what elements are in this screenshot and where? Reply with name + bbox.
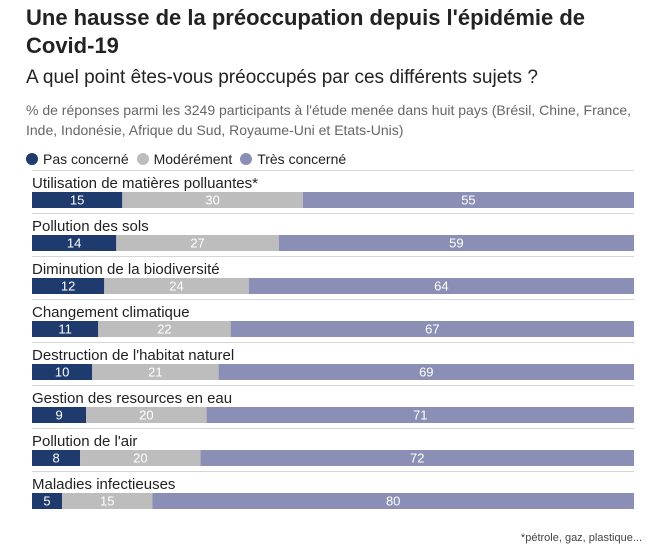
bar-segment-row-6-series-3 (206, 407, 634, 423)
data-label: 8 (52, 451, 59, 466)
data-label: 15 (70, 193, 84, 208)
bar-segment-row-7-series-3 (200, 450, 634, 466)
data-label: 11 (58, 322, 72, 337)
bar-segment-row-6-series-1 (32, 407, 87, 423)
bar-segment-row-3-series-3 (248, 278, 634, 294)
data-label: 22 (157, 322, 171, 337)
category-label: Destruction de l'habitat naturel (32, 347, 234, 364)
legend-item-tres-concerne: Très concerné (240, 151, 346, 167)
bar-segment-row-4-series-2 (98, 321, 231, 337)
data-label: 30 (205, 193, 219, 208)
legend-label-moderement: Modérément (153, 151, 233, 167)
category-label: Changement climatique (32, 304, 190, 321)
chart-note: % de réponses parmi les 3249 participant… (26, 102, 632, 138)
category-label: Pollution de l'air (32, 433, 137, 450)
data-label: 80 (386, 494, 400, 509)
bar-segment-row-8-series-3 (152, 493, 634, 509)
data-label: 64 (434, 279, 448, 294)
footnote: *pétrole, gaz, plastique... (520, 532, 642, 544)
bar-segment-row-6-series-2 (86, 407, 207, 423)
category-label: Utilisation de matières polluantes* (32, 175, 258, 192)
data-label: 71 (413, 408, 427, 423)
data-label: 27 (190, 236, 204, 251)
bar-segment-row-3-series-2 (104, 278, 249, 294)
bar-segment-row-5-series-3 (218, 364, 634, 380)
data-label: 21 (148, 365, 162, 380)
data-label: 10 (55, 365, 69, 380)
bar-segment-row-3-series-1 (32, 278, 105, 294)
legend: Pas concerné Modérément Très concerné (26, 148, 354, 170)
bar-segment-row-4-series-1 (32, 321, 99, 337)
legend-item-pas-concerne: Pas concerné (26, 151, 129, 167)
data-label: 20 (139, 408, 153, 423)
legend-swatch-moderement (136, 153, 149, 165)
chart-title: Une hausse de la préoccupation depuis l'… (26, 5, 586, 58)
category-label: Gestion des resources en eau (32, 390, 232, 407)
bar-segment-row-7-series-1 (32, 450, 81, 466)
bar-segment-row-5-series-1 (32, 364, 93, 380)
data-label: 24 (169, 279, 183, 294)
data-label: 9 (55, 408, 62, 423)
data-label: 12 (61, 279, 75, 294)
data-label: 15 (100, 494, 114, 509)
legend-swatch-tres-concerne (240, 153, 253, 165)
chart-subtitle: A quel point êtes-vous préoccupés par ce… (26, 67, 538, 88)
legend-label-pas-concerne: Pas concerné (43, 151, 129, 167)
bar-segment-row-8-series-1 (32, 493, 63, 509)
data-label: 55 (461, 193, 475, 208)
data-label: 5 (43, 494, 50, 509)
stacked-bar-chart: Utilisation de matières polluantes*15 30 5… (32, 170, 634, 509)
bar-segment-row-2-series-2 (116, 235, 279, 251)
data-label: 14 (67, 236, 81, 251)
bar-segment-row-2-series-3 (278, 235, 634, 251)
bar-segment-row-4-series-3 (230, 321, 634, 337)
bar-segment-row-1-series-2 (122, 192, 303, 208)
data-label: 69 (419, 365, 433, 380)
category-label: Diminution de la biodiversité (32, 261, 220, 278)
bar-segment-row-5-series-2 (92, 364, 219, 380)
bar-segment-row-7-series-2 (80, 450, 201, 466)
legend-swatch-pas-concerne (26, 153, 38, 165)
data-label: 67 (425, 322, 439, 337)
bar-segment-row-8-series-2 (62, 493, 153, 509)
legend-label-tres-concerne: Très concerné (257, 151, 347, 167)
legend-item-moderement: Modérément (136, 151, 233, 167)
category-label: Pollution des sols (32, 218, 149, 235)
bar-segment-row-1-series-3 (302, 192, 634, 208)
data-label: 59 (449, 236, 463, 251)
category-label: Maladies infectieuses (32, 476, 175, 493)
data-label: 72 (410, 451, 424, 466)
bar-segment-row-2-series-1 (32, 235, 117, 251)
data-label: 20 (133, 451, 147, 466)
bar-segment-row-1-series-1 (32, 192, 123, 208)
